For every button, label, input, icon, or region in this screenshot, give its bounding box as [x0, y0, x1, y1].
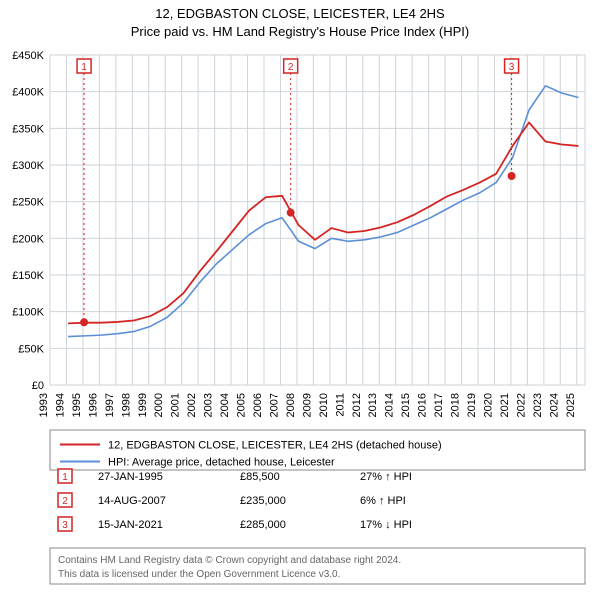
y-tick-label: £400K	[12, 87, 44, 99]
sale-marker-dot	[287, 209, 295, 217]
y-tick-label: £150K	[12, 270, 44, 282]
x-tick-label: 2025	[565, 393, 577, 417]
y-tick-label: £450K	[12, 50, 44, 62]
x-tick-label: 2008	[285, 393, 297, 417]
x-tick-label: 2004	[219, 393, 231, 417]
y-tick-label: £300K	[12, 160, 44, 172]
x-tick-label: 1995	[71, 393, 83, 417]
footer-line-1: Contains HM Land Registry data © Crown c…	[58, 555, 401, 566]
x-tick-label: 2006	[252, 393, 264, 417]
x-tick-label: 2005	[236, 393, 248, 417]
y-tick-label: £200K	[12, 233, 44, 245]
chart-figure: 12, EDGBASTON CLOSE, LEICESTER, LE4 2HS …	[0, 0, 600, 590]
table-delta: 17% ↓ HPI	[360, 519, 412, 531]
sale-marker-number: 2	[288, 62, 294, 73]
x-tick-label: 1996	[87, 393, 99, 417]
footer-line-2: This data is licensed under the Open Gov…	[58, 569, 340, 580]
table-date: 15-JAN-2021	[98, 519, 163, 531]
x-tick-label: 1999	[137, 393, 149, 417]
x-tick-label: 2011	[334, 393, 346, 417]
x-tick-label: 2003	[203, 393, 215, 417]
legend-label: 12, EDGBASTON CLOSE, LEICESTER, LE4 2HS …	[108, 440, 442, 452]
table-delta: 6% ↑ HPI	[360, 495, 406, 507]
x-tick-label: 1993	[38, 393, 50, 417]
plot-border	[50, 55, 585, 385]
x-tick-label: 2002	[186, 393, 198, 417]
x-tick-label: 2012	[351, 393, 363, 417]
y-tick-label: £350K	[12, 123, 44, 135]
x-tick-label: 2013	[367, 393, 379, 417]
x-tick-label: 2020	[482, 393, 494, 417]
x-tick-label: 2010	[318, 393, 330, 417]
legend-label: HPI: Average price, detached house, Leic…	[108, 457, 335, 469]
x-tick-label: 1994	[54, 393, 66, 417]
x-tick-label: 2007	[268, 393, 280, 417]
title-line-1: 12, EDGBASTON CLOSE, LEICESTER, LE4 2HS	[0, 6, 600, 21]
x-tick-label: 2015	[400, 393, 412, 417]
table-date: 14-AUG-2007	[98, 495, 166, 507]
title-line-2: Price paid vs. HM Land Registry's House …	[0, 24, 600, 39]
x-tick-label: 2021	[499, 393, 511, 417]
table-price: £85,500	[240, 471, 280, 483]
table-delta: 27% ↑ HPI	[360, 471, 412, 483]
series-property	[68, 122, 578, 323]
x-tick-label: 2024	[548, 393, 560, 417]
chart-svg: £0 £50K £100K £150K £200K £250K £300K £350K £400…	[0, 0, 600, 590]
y-tick-label: £50K	[18, 343, 44, 355]
x-tick-label: 1998	[120, 393, 132, 417]
table-marker-number: 3	[62, 520, 68, 531]
x-tick-label: 2009	[301, 393, 313, 417]
table-price: £285,000	[240, 519, 286, 531]
table-marker-number: 2	[62, 496, 68, 507]
sale-marker-number: 1	[81, 62, 87, 73]
sale-marker-dot	[508, 172, 516, 180]
table-price: £235,000	[240, 495, 286, 507]
x-tick-label: 1997	[104, 393, 116, 417]
x-tick-label: 2023	[532, 393, 544, 417]
x-tick-label: 2022	[515, 393, 527, 417]
y-tick-label: £0	[32, 380, 44, 392]
series-hpi	[68, 86, 578, 337]
table-marker-number: 1	[62, 472, 68, 483]
x-tick-label: 2016	[417, 393, 429, 417]
x-tick-label: 2001	[170, 393, 182, 417]
x-tick-label: 2017	[433, 393, 445, 417]
y-tick-label: £250K	[12, 197, 44, 209]
sale-marker-number: 3	[509, 62, 515, 73]
table-date: 27-JAN-1995	[98, 471, 163, 483]
x-tick-label: 2000	[153, 393, 165, 417]
x-tick-label: 2014	[384, 393, 396, 417]
y-tick-label: £100K	[12, 307, 44, 319]
sale-marker-dot	[80, 318, 88, 326]
x-tick-label: 2019	[466, 393, 478, 417]
x-tick-label: 2018	[450, 393, 462, 417]
